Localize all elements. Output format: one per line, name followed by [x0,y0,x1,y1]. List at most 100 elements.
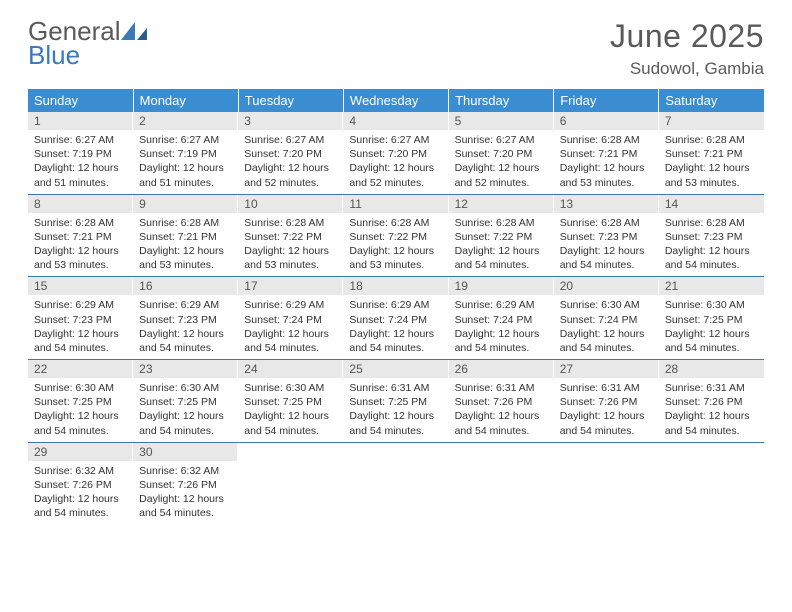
calendar-row: 15Sunrise: 6:29 AMSunset: 7:23 PMDayligh… [28,277,764,360]
calendar-cell: 16Sunrise: 6:29 AMSunset: 7:23 PMDayligh… [133,277,238,360]
daylight-line: Daylight: 12 hours and 53 minutes. [34,244,127,272]
day-details: Sunrise: 6:32 AMSunset: 7:26 PMDaylight:… [28,461,133,525]
day-number: 29 [28,443,133,461]
day-details: Sunrise: 6:27 AMSunset: 7:20 PMDaylight:… [343,130,448,194]
day-number: 27 [554,360,659,378]
sunset-line: Sunset: 7:24 PM [244,313,337,327]
sunrise-line: Sunrise: 6:27 AM [244,133,337,147]
day-details: Sunrise: 6:29 AMSunset: 7:24 PMDaylight:… [238,295,343,359]
sunset-line: Sunset: 7:22 PM [349,230,442,244]
calendar-cell: 30Sunrise: 6:32 AMSunset: 7:26 PMDayligh… [133,442,238,524]
daylight-line: Daylight: 12 hours and 54 minutes. [560,327,653,355]
daylight-line: Daylight: 12 hours and 51 minutes. [139,161,232,189]
day-number: 21 [659,277,764,295]
daylight-line: Daylight: 12 hours and 53 minutes. [349,244,442,272]
day-number: 11 [343,195,448,213]
day-details: Sunrise: 6:30 AMSunset: 7:25 PMDaylight:… [133,378,238,442]
sunset-line: Sunset: 7:23 PM [665,230,758,244]
sunset-line: Sunset: 7:26 PM [560,395,653,409]
day-details: Sunrise: 6:31 AMSunset: 7:26 PMDaylight:… [449,378,554,442]
day-details: Sunrise: 6:31 AMSunset: 7:26 PMDaylight:… [554,378,659,442]
location-label: Sudowol, Gambia [610,59,764,79]
day-details: Sunrise: 6:32 AMSunset: 7:26 PMDaylight:… [133,461,238,525]
weekday-header: Thursday [449,89,554,112]
day-number: 17 [238,277,343,295]
calendar-cell: 14Sunrise: 6:28 AMSunset: 7:23 PMDayligh… [659,194,764,277]
daylight-line: Daylight: 12 hours and 54 minutes. [244,409,337,437]
day-number: 3 [238,112,343,130]
daylight-line: Daylight: 12 hours and 54 minutes. [139,409,232,437]
calendar-cell: 3 Sunrise: 6:27 AMSunset: 7:20 PMDaylight… [238,112,343,194]
calendar-row: 8Sunrise: 6:28 AMSunset: 7:21 PMDaylight… [28,194,764,277]
sunset-line: Sunset: 7:25 PM [349,395,442,409]
calendar-row: 22Sunrise: 6:30 AMSunset: 7:25 PMDayligh… [28,360,764,443]
calendar-cell [238,442,343,524]
daylight-line: Daylight: 12 hours and 54 minutes. [34,409,127,437]
day-number: 1 [28,112,133,130]
weekday-header: Wednesday [343,89,448,112]
calendar-cell: 4Sunrise: 6:27 AMSunset: 7:20 PMDaylight… [343,112,448,194]
page-header: General Blue June 2025 Sudowol, Gambia [28,18,764,79]
calendar-cell: 7Sunrise: 6:28 AMSunset: 7:21 PMDaylight… [659,112,764,194]
daylight-line: Daylight: 12 hours and 54 minutes. [34,327,127,355]
sunrise-line: Sunrise: 6:31 AM [349,381,442,395]
sunset-line: Sunset: 7:20 PM [455,147,548,161]
daylight-line: Daylight: 12 hours and 54 minutes. [244,327,337,355]
sunrise-line: Sunrise: 6:30 AM [665,298,758,312]
sunrise-line: Sunrise: 6:29 AM [139,298,232,312]
daylight-line: Daylight: 12 hours and 54 minutes. [349,409,442,437]
day-details: Sunrise: 6:29 AMSunset: 7:23 PMDaylight:… [133,295,238,359]
sunrise-line: Sunrise: 6:28 AM [349,216,442,230]
calendar-cell: 17Sunrise: 6:29 AMSunset: 7:24 PMDayligh… [238,277,343,360]
calendar-cell [554,442,659,524]
day-details: Sunrise: 6:28 AMSunset: 7:21 PMDaylight:… [133,213,238,277]
daylight-line: Daylight: 12 hours and 54 minutes. [665,327,758,355]
sunset-line: Sunset: 7:25 PM [665,313,758,327]
sunset-line: Sunset: 7:23 PM [560,230,653,244]
day-number: 26 [449,360,554,378]
sunset-line: Sunset: 7:21 PM [139,230,232,244]
sunset-line: Sunset: 7:20 PM [244,147,337,161]
daylight-line: Daylight: 12 hours and 52 minutes. [349,161,442,189]
daylight-line: Daylight: 12 hours and 52 minutes. [244,161,337,189]
sunset-line: Sunset: 7:22 PM [244,230,337,244]
daylight-line: Daylight: 12 hours and 54 minutes. [139,492,232,520]
daylight-line: Daylight: 12 hours and 53 minutes. [139,244,232,272]
sunrise-line: Sunrise: 6:31 AM [455,381,548,395]
day-number: 12 [449,195,554,213]
day-number: 30 [133,443,238,461]
sunset-line: Sunset: 7:19 PM [139,147,232,161]
sunrise-line: Sunrise: 6:29 AM [455,298,548,312]
day-number: 24 [238,360,343,378]
sunset-line: Sunset: 7:23 PM [139,313,232,327]
sunrise-line: Sunrise: 6:28 AM [455,216,548,230]
calendar-cell: 19Sunrise: 6:29 AMSunset: 7:24 PMDayligh… [449,277,554,360]
daylight-line: Daylight: 12 hours and 54 minutes. [455,409,548,437]
calendar-cell: 18Sunrise: 6:29 AMSunset: 7:24 PMDayligh… [343,277,448,360]
calendar-body: 1Sunrise: 6:27 AMSunset: 7:19 PMDaylight… [28,112,764,524]
day-number: 22 [28,360,133,378]
calendar-cell [343,442,448,524]
weekday-header: Sunday [28,89,133,112]
calendar-row: 29Sunrise: 6:32 AMSunset: 7:26 PMDayligh… [28,442,764,524]
sunrise-line: Sunrise: 6:30 AM [244,381,337,395]
day-number: 13 [554,195,659,213]
sunrise-line: Sunrise: 6:28 AM [139,216,232,230]
daylight-line: Daylight: 12 hours and 54 minutes. [560,409,653,437]
calendar-cell: 8Sunrise: 6:28 AMSunset: 7:21 PMDaylight… [28,194,133,277]
sunset-line: Sunset: 7:19 PM [34,147,127,161]
day-number: 2 [133,112,238,130]
day-details: Sunrise: 6:28 AMSunset: 7:21 PMDaylight:… [554,130,659,194]
day-details: Sunrise: 6:27 AMSunset: 7:19 PMDaylight:… [133,130,238,194]
calendar-cell: 15Sunrise: 6:29 AMSunset: 7:23 PMDayligh… [28,277,133,360]
sunset-line: Sunset: 7:21 PM [560,147,653,161]
day-details: Sunrise: 6:30 AMSunset: 7:25 PMDaylight:… [238,378,343,442]
sunrise-line: Sunrise: 6:27 AM [455,133,548,147]
calendar-cell: 29Sunrise: 6:32 AMSunset: 7:26 PMDayligh… [28,442,133,524]
calendar-cell: 20Sunrise: 6:30 AMSunset: 7:24 PMDayligh… [554,277,659,360]
sunset-line: Sunset: 7:26 PM [665,395,758,409]
day-number: 10 [238,195,343,213]
day-number: 20 [554,277,659,295]
sunset-line: Sunset: 7:22 PM [455,230,548,244]
sunrise-line: Sunrise: 6:29 AM [34,298,127,312]
